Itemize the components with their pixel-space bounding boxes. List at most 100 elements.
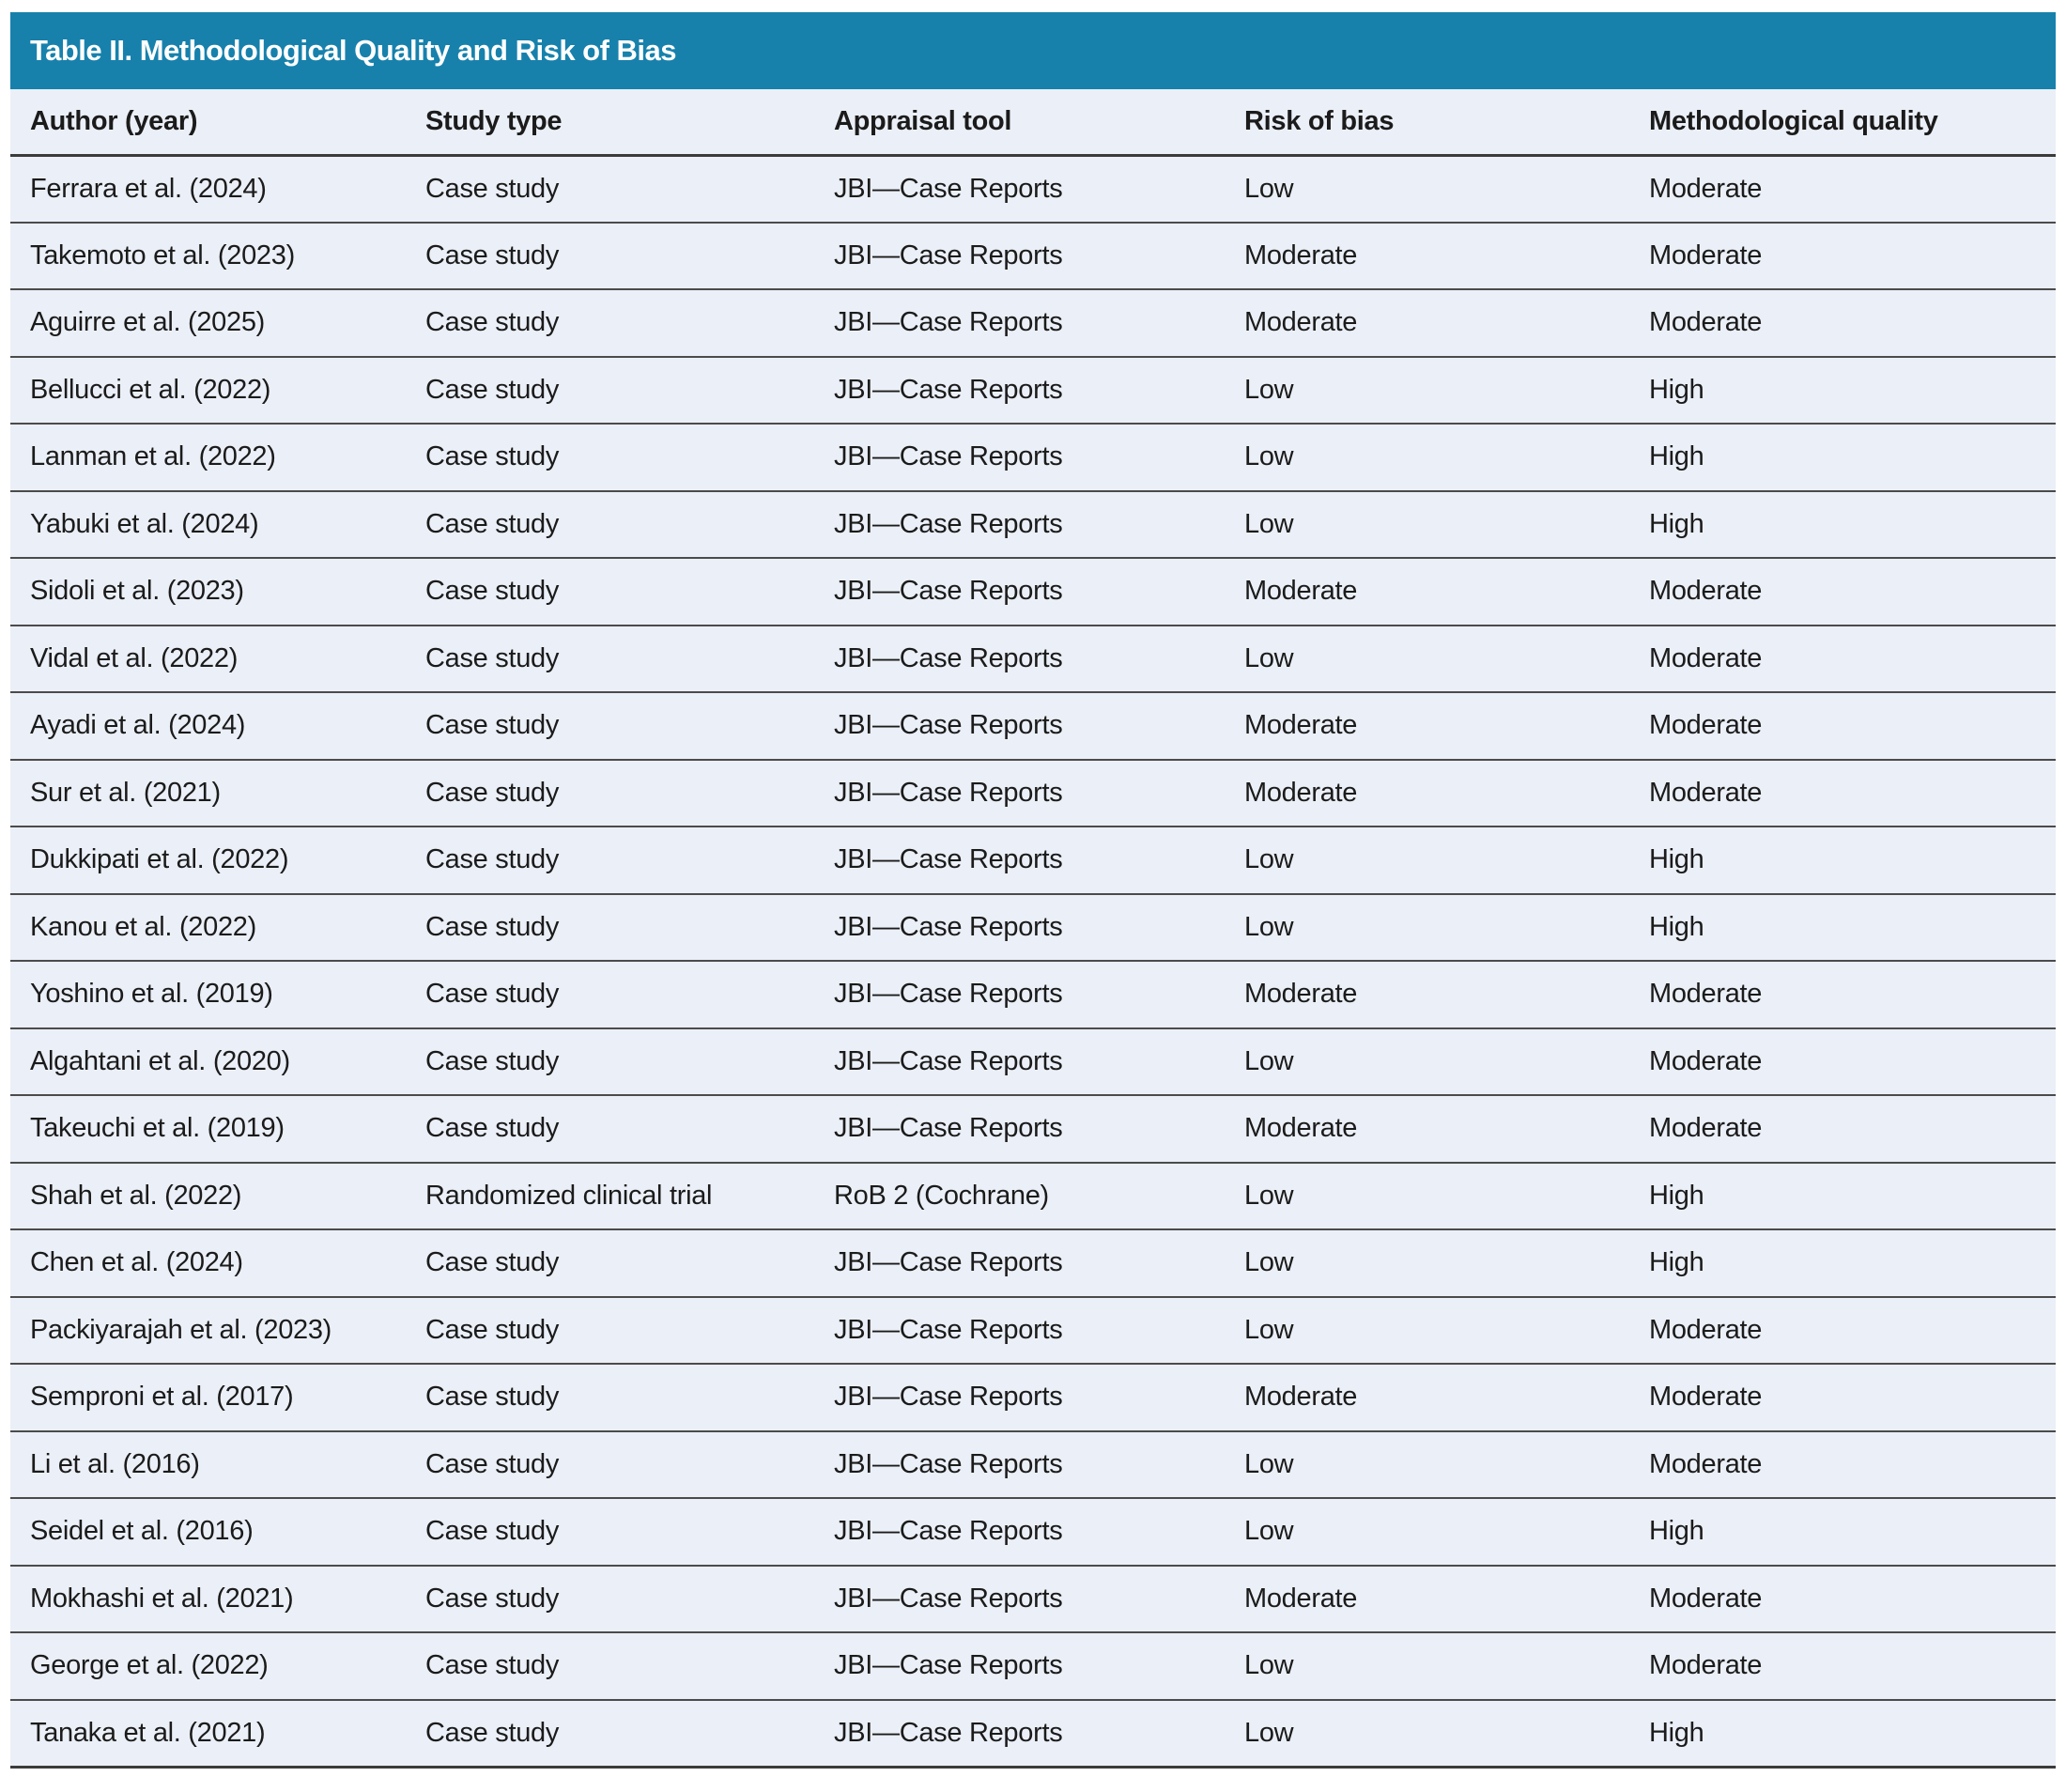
cell-study-type: Case study (425, 1717, 560, 1748)
cell-risk-of-bias: Moderate (1244, 558, 1649, 626)
cell-appraisal-tool: RoB 2 (Cochrane) (834, 1162, 1244, 1230)
cell-appraisal-tool: JBI—Case Reports (834, 1229, 1244, 1298)
cell-author-year: Dukkipati et al. (2022) (10, 826, 425, 895)
cell-risk-of-bias: Low (1244, 1296, 1649, 1365)
cell-methodological-quality: High (1649, 356, 2056, 425)
cell-author-year: Ferrara et al. (2024) (10, 155, 425, 224)
table-row: George et al. (2022) Case study JBI—Case R… (10, 1632, 2056, 1701)
cell-appraisal-tool: JBI—Case Reports (834, 961, 1244, 1029)
cell-author-year: Vidal et al. (2022) (10, 625, 425, 693)
cell-methodological-quality: Moderate (1649, 1632, 2056, 1701)
column-header-methodological-quality: Methodological quality (1649, 89, 2056, 157)
table-row: Vidal et al. (2022) Case study JBI—Case Re… (10, 625, 2056, 693)
cell-author-year: Seidel et al. (2016) (10, 1498, 425, 1567)
cell-risk-of-bias: Moderate (1244, 1095, 1649, 1164)
cell-methodological-quality: Moderate (1649, 759, 2056, 827)
cell-methodological-quality: High (1649, 893, 2056, 962)
cell-study-type: Case study (425, 155, 834, 224)
cell-study-type: Case study (425, 222, 834, 290)
cell-methodological-quality: Moderate (1649, 1430, 2056, 1499)
cell-study-type: Case study (425, 759, 834, 827)
cell-methodological-quality: Moderate (1649, 155, 2056, 224)
cell-methodological-quality: Moderate (1649, 961, 2056, 1029)
cell-methodological-quality: Moderate (1649, 222, 2056, 290)
cell-author-year: Takemoto et al. (2023) (10, 222, 425, 290)
cell-author-year: Takeuchi et al. (2019) (10, 1095, 425, 1164)
cell-appraisal-tool: JBI—Case Reports (834, 356, 1244, 425)
table-row: Dukkipati et al. (2022) Case study JBI—Cas… (10, 826, 2056, 895)
cell-risk-of-bias: Low (1244, 826, 1649, 895)
cell-risk-of-bias: Moderate (1244, 1565, 1649, 1633)
cell-risk-of-bias: Moderate (1244, 692, 1649, 761)
cell-appraisal-tool: JBI—Case Reports (834, 222, 1244, 290)
cell-methodological-quality: Moderate (1649, 1565, 2056, 1633)
cell-appraisal-tool: JBI—Case Reports (834, 1565, 1244, 1633)
cell-methodological-quality: High (1649, 424, 2056, 492)
cell-study-type: Case study (425, 356, 834, 425)
cell-appraisal-tool: JBI—Case Reports (834, 1296, 1244, 1365)
cell-risk-of-bias: Low (1244, 1632, 1649, 1701)
table-row: Takeuchi et al. (2019) Case study JBI—Case… (10, 1095, 2056, 1164)
table-row: Yabuki et al. (2024) Case study JBI—Case R… (10, 490, 2056, 559)
cell-risk-of-bias: Low (1244, 1162, 1649, 1230)
cell-author-year: Tanaka et al. (2021) (30, 1717, 266, 1748)
cell-appraisal-tool: JBI—Case Reports (834, 558, 1244, 626)
cell-methodological-quality: High (1649, 490, 2056, 559)
cell-methodological-quality: High (1649, 1162, 2056, 1230)
cell-risk-of-bias: Low (1244, 1229, 1649, 1298)
cell-appraisal-tool: JBI—Case Reports (834, 424, 1244, 492)
table-row: Packiyarajah et al. (2023) Case study JBI—… (10, 1296, 2056, 1365)
cell-risk-of-bias: Low (1244, 356, 1649, 425)
table-row: Sidoli et al. (2023) Case study JBI—Case R… (10, 558, 2056, 626)
cell-study-type: Case study (425, 1296, 834, 1365)
cell-author-year: Chen et al. (2024) (10, 1229, 425, 1298)
cell-appraisal-tool: JBI—Case Reports (834, 1095, 1244, 1164)
cell-author-year: George et al. (2022) (10, 1632, 425, 1701)
cell-methodological-quality: Moderate (1649, 289, 2056, 358)
cell-appraisal-tool: JBI—Case Reports (834, 1430, 1244, 1499)
cell-study-type: Case study (425, 692, 834, 761)
cell-author-year: Semproni et al. (2017) (10, 1364, 425, 1432)
cell-appraisal-tool: JBI—Case Reports (834, 289, 1244, 358)
cell-appraisal-tool: JBI—Case Reports (834, 826, 1244, 895)
cell-study-type: Case study (425, 1095, 834, 1164)
table-row: Yoshino et al. (2019) Case study JBI—Case … (10, 961, 2056, 1029)
table-row: Li et al. (2016) Case study JBI—Case Repor… (10, 1430, 2056, 1499)
cell-appraisal-tool: JBI—Case Reports (834, 1717, 1063, 1748)
table-2-container: Table II. Methodological Quality and Ris… (10, 12, 2056, 1769)
cell-appraisal-tool: JBI—Case Reports (834, 490, 1244, 559)
cell-study-type: Case study (425, 1027, 834, 1096)
cell-author-year: Bellucci et al. (2022) (10, 356, 425, 425)
column-header-row: Author (year) Study type Appraisal tool … (10, 89, 2056, 157)
cell-appraisal-tool: JBI—Case Reports (834, 1498, 1244, 1567)
table-body: Ferrara et al. (2024) Case study JBI—Case … (10, 155, 2056, 1767)
cell-study-type: Case study (425, 893, 834, 962)
cell-study-type: Case study (425, 1498, 834, 1567)
cell-risk-of-bias: Moderate (1244, 222, 1649, 290)
cell-risk-of-bias: Low (1244, 1430, 1649, 1499)
column-header-appraisal-tool: Appraisal tool (834, 89, 1244, 157)
cell-study-type: Case study (425, 289, 834, 358)
cell-study-type: Case study (425, 490, 834, 559)
table-row: Ayadi et al. (2024) Case study JBI—Case Re… (10, 692, 2056, 761)
table-row: Ferrara et al. (2024) Case study JBI—Case … (10, 155, 2056, 224)
cell-methodological-quality: Moderate (1649, 1095, 2056, 1164)
cell-author-year: Sidoli et al. (2023) (10, 558, 425, 626)
table-row: Chen et al. (2024) Case study JBI—Case Rep… (10, 1229, 2056, 1298)
cell-author-year: Packiyarajah et al. (2023) (10, 1296, 425, 1365)
column-header-risk-of-bias: Risk of bias (1244, 89, 1649, 157)
cell-study-type: Case study (425, 826, 834, 895)
cell-methodological-quality: High (1649, 1717, 1704, 1748)
column-header-author-year: Author (year) (10, 89, 425, 157)
cell-methodological-quality: Moderate (1649, 1296, 2056, 1365)
cell-author-year: Aguirre et al. (2025) (10, 289, 425, 358)
methodological-quality-table: Author (year) Study type Appraisal tool … (10, 89, 2056, 1769)
cell-author-year: Sur et al. (2021) (10, 759, 425, 827)
cell-author-year: Li et al. (2016) (10, 1430, 425, 1499)
cell-appraisal-tool: JBI—Case Reports (834, 692, 1244, 761)
table-row: Mokhashi et al. (2021) Case study JBI—Case… (10, 1565, 2056, 1633)
table-row: Shah et al. (2022) Randomized clinical tr… (10, 1162, 2056, 1230)
cell-risk-of-bias: Moderate (1244, 961, 1649, 1029)
cell-methodological-quality: High (1649, 826, 2056, 895)
cell-appraisal-tool: JBI—Case Reports (834, 1027, 1244, 1096)
